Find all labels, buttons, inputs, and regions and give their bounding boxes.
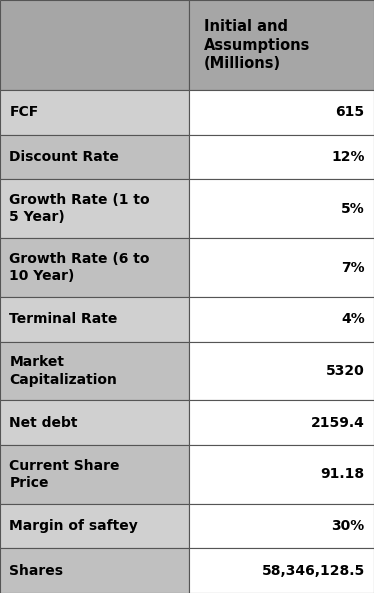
Text: Growth Rate (6 to
10 Year): Growth Rate (6 to 10 Year) <box>9 252 150 283</box>
Bar <box>0 445 189 504</box>
Bar <box>189 238 374 297</box>
Text: 30%: 30% <box>331 519 365 533</box>
Bar <box>189 445 374 504</box>
Bar <box>0 135 189 179</box>
Bar <box>0 90 189 135</box>
Text: 2159.4: 2159.4 <box>311 416 365 430</box>
Text: Discount Rate: Discount Rate <box>9 150 119 164</box>
Text: Growth Rate (1 to
5 Year): Growth Rate (1 to 5 Year) <box>9 193 150 224</box>
Text: 5%: 5% <box>341 202 365 216</box>
Text: 58,346,128.5: 58,346,128.5 <box>261 564 365 578</box>
Text: FCF: FCF <box>9 106 39 119</box>
Text: Net debt: Net debt <box>9 416 78 430</box>
Text: 7%: 7% <box>341 260 365 275</box>
Bar <box>189 549 374 593</box>
Bar <box>189 179 374 238</box>
Bar <box>0 549 189 593</box>
Bar <box>189 135 374 179</box>
Text: 615: 615 <box>335 106 365 119</box>
Bar <box>0 297 189 342</box>
Text: Initial and
Assumptions
(Millions): Initial and Assumptions (Millions) <box>204 19 310 71</box>
Bar <box>189 0 374 90</box>
Bar <box>0 238 189 297</box>
Bar <box>189 342 374 400</box>
Bar <box>0 0 189 90</box>
Bar <box>0 504 189 549</box>
Text: Current Share
Price: Current Share Price <box>9 459 120 490</box>
Bar <box>0 342 189 400</box>
Text: Margin of saftey: Margin of saftey <box>9 519 138 533</box>
Bar <box>0 400 189 445</box>
Text: 91.18: 91.18 <box>321 467 365 482</box>
Text: 12%: 12% <box>331 150 365 164</box>
Text: Market
Capitalization: Market Capitalization <box>9 355 117 387</box>
Bar <box>189 297 374 342</box>
Bar <box>189 504 374 549</box>
Bar <box>0 179 189 238</box>
Bar <box>189 90 374 135</box>
Text: 4%: 4% <box>341 313 365 326</box>
Text: Shares: Shares <box>9 564 63 578</box>
Bar <box>189 400 374 445</box>
Text: Terminal Rate: Terminal Rate <box>9 313 118 326</box>
Text: 5320: 5320 <box>326 364 365 378</box>
